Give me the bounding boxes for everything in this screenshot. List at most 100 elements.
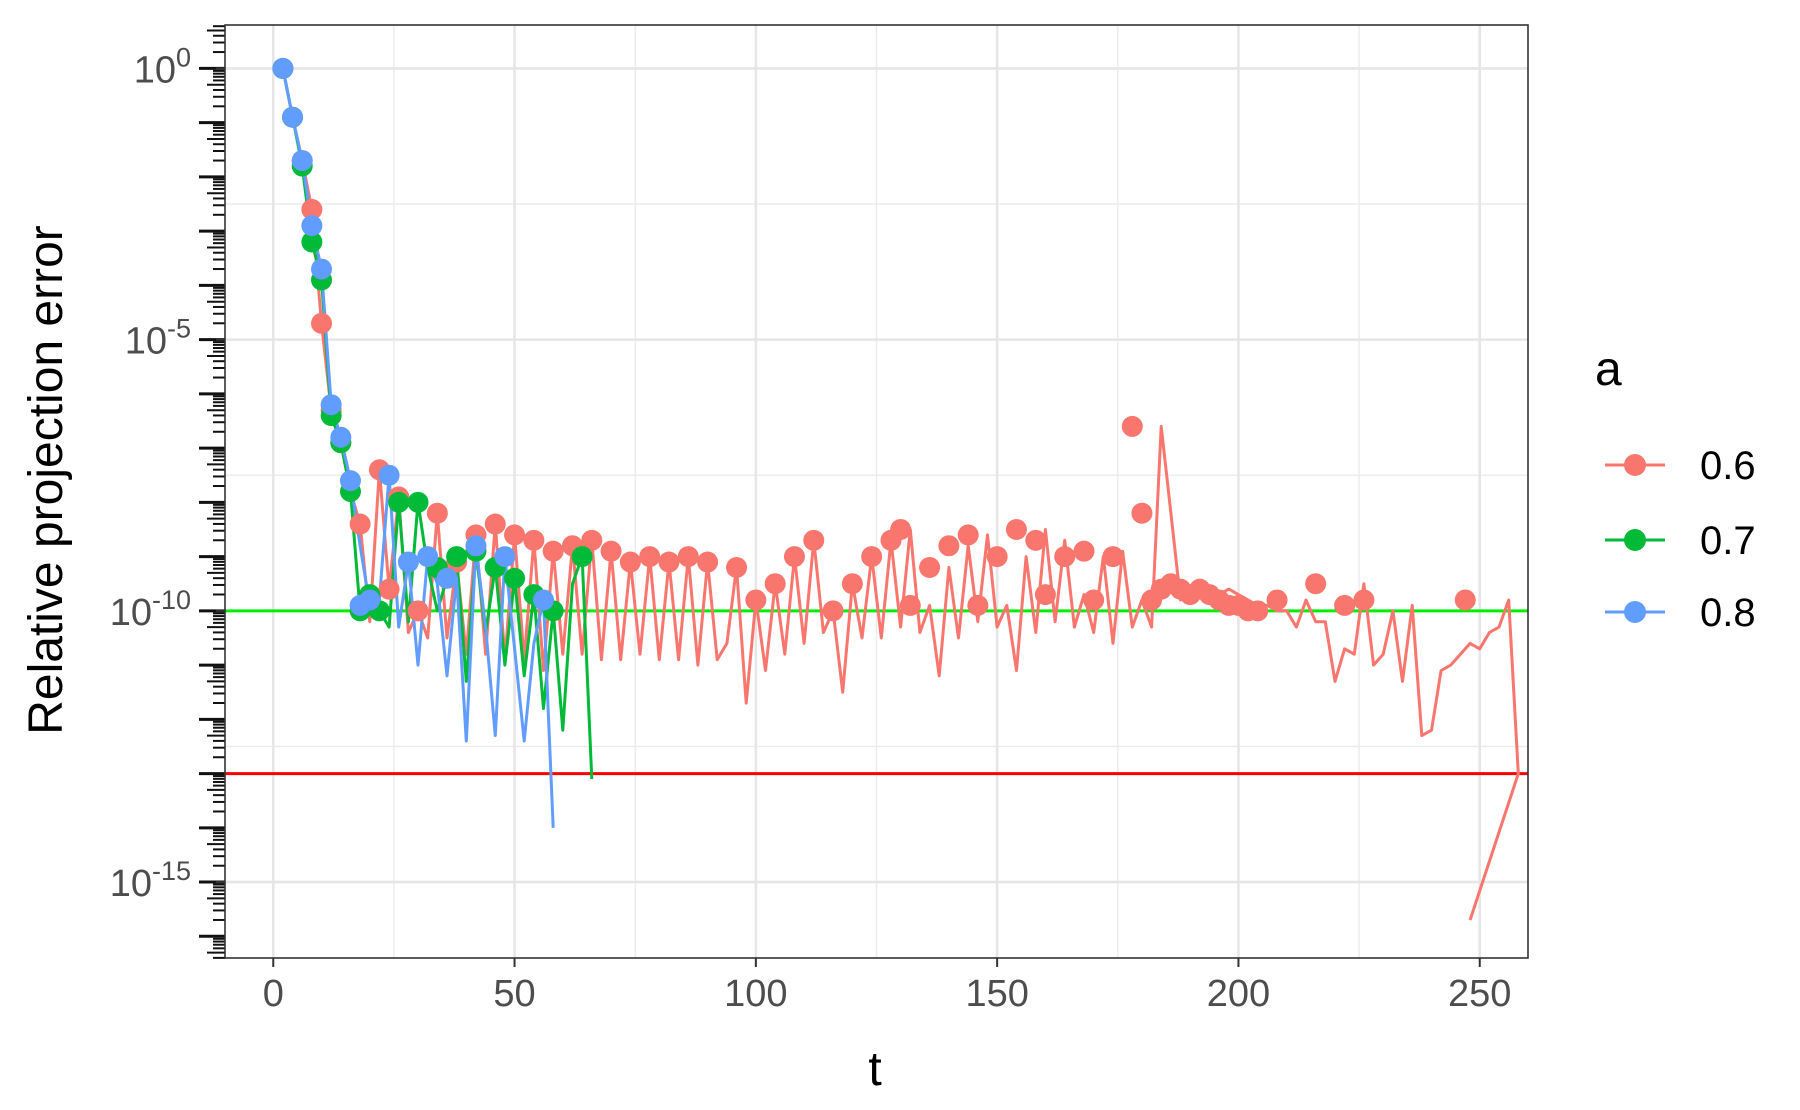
legend-item-0.8: 0.8 <box>1605 591 1756 635</box>
data-point-0.8 <box>359 589 381 611</box>
data-point-0.6 <box>1034 584 1056 606</box>
data-point-0.6 <box>1102 546 1124 568</box>
data-point-0.6 <box>1266 589 1288 611</box>
data-point-0.8 <box>417 546 439 568</box>
data-point-0.7 <box>301 231 323 253</box>
y-tick-label-exponent: -5 <box>167 314 191 344</box>
legend: a 0.6 0.7 0.8 <box>1595 343 1756 635</box>
legend-item-0.6: 0.6 <box>1605 444 1756 488</box>
series-line-0.6 <box>281 68 1520 921</box>
data-point-0.6 <box>619 551 641 573</box>
data-point-0.8 <box>436 567 458 589</box>
data-point-0.6 <box>899 594 921 616</box>
y-tick-label-base: 10 <box>110 863 152 905</box>
data-point-0.6 <box>890 518 912 540</box>
legend-key-point-0.7 <box>1624 529 1646 551</box>
data-point-0.8 <box>378 464 400 486</box>
y-tick-label-base: 10 <box>110 592 152 634</box>
legend-item-0.7: 0.7 <box>1605 519 1756 563</box>
y-tick-label-exponent: -10 <box>152 585 191 615</box>
y-tick-label: 10-15 <box>110 856 191 905</box>
y-tick-label: 10-10 <box>110 585 191 634</box>
x-tick-label: 200 <box>1207 973 1270 1015</box>
data-point-0.7 <box>446 546 468 568</box>
data-point-0.7 <box>571 546 593 568</box>
data-point-0.8 <box>291 150 313 172</box>
y-tick-label: 100 <box>134 42 191 91</box>
data-point-0.6 <box>1454 589 1476 611</box>
data-point-0.6 <box>658 551 680 573</box>
legend-key-point-0.6 <box>1624 454 1646 476</box>
data-point-0.7 <box>388 491 410 513</box>
y-tick-label-base: 10 <box>134 49 176 91</box>
legend-key-point-0.8 <box>1624 601 1646 623</box>
data-point-0.6 <box>581 529 603 551</box>
legend-title: a <box>1595 343 1622 396</box>
data-point-0.6 <box>426 502 448 524</box>
data-point-0.6 <box>378 578 400 600</box>
legend-label-0.8: 0.8 <box>1700 591 1756 635</box>
data-point-0.8 <box>330 426 352 448</box>
data-point-0.6 <box>407 600 429 622</box>
x-tick-label: 50 <box>493 973 535 1015</box>
legend-label-0.7: 0.7 <box>1700 519 1756 563</box>
data-point-0.6 <box>1131 502 1153 524</box>
data-point-0.6 <box>841 573 863 595</box>
data-point-0.7 <box>504 567 526 589</box>
y-axis-title: Relative projection error <box>20 225 73 735</box>
x-axis-title: t <box>868 1043 881 1096</box>
data-point-0.6 <box>967 594 989 616</box>
legend-label-0.6: 0.6 <box>1700 444 1756 488</box>
data-point-0.6 <box>1334 594 1356 616</box>
data-point-0.7 <box>407 491 429 513</box>
series-line-0.8 <box>281 68 555 828</box>
data-point-0.8 <box>320 394 342 416</box>
data-point-0.6 <box>803 529 825 551</box>
data-point-0.8 <box>465 535 487 557</box>
data-point-0.6 <box>504 524 526 546</box>
series-markers <box>272 57 1476 622</box>
data-point-0.8 <box>272 57 294 79</box>
data-point-0.6 <box>919 556 941 578</box>
data-point-0.6 <box>1025 529 1047 551</box>
data-point-0.6 <box>861 546 883 568</box>
data-point-0.6 <box>764 573 786 595</box>
x-tick-label: 0 <box>263 973 284 1015</box>
data-point-0.8 <box>282 106 304 128</box>
data-point-0.8 <box>397 551 419 573</box>
data-point-0.6 <box>822 600 844 622</box>
data-point-0.8 <box>494 546 516 568</box>
data-point-0.8 <box>301 215 323 237</box>
panel-border <box>224 24 1529 959</box>
data-point-0.8 <box>533 589 555 611</box>
data-point-0.6 <box>1247 600 1269 622</box>
y-tick-label-exponent: -15 <box>152 856 191 886</box>
data-point-0.8 <box>339 470 361 492</box>
y-tick-label-base: 10 <box>125 321 167 363</box>
data-point-0.6 <box>677 546 699 568</box>
data-point-0.6 <box>697 551 719 573</box>
x-tick-label: 150 <box>965 973 1028 1015</box>
data-point-0.6 <box>1121 415 1143 437</box>
data-point-0.6 <box>349 513 371 535</box>
data-point-0.6 <box>639 546 661 568</box>
x-tick-label: 100 <box>724 973 787 1015</box>
x-tick-label: 250 <box>1448 973 1511 1015</box>
data-point-0.6 <box>957 524 979 546</box>
data-point-0.6 <box>542 540 564 562</box>
data-point-0.6 <box>1005 518 1027 540</box>
data-point-0.6 <box>986 546 1008 568</box>
data-point-0.6 <box>311 312 333 334</box>
data-point-0.6 <box>726 556 748 578</box>
data-point-0.6 <box>1073 540 1095 562</box>
data-point-0.6 <box>1353 589 1375 611</box>
data-point-0.8 <box>311 258 333 280</box>
data-point-0.6 <box>600 540 622 562</box>
data-point-0.6 <box>783 546 805 568</box>
data-point-0.6 <box>745 589 767 611</box>
data-point-0.6 <box>484 513 506 535</box>
data-point-0.6 <box>301 198 323 220</box>
data-point-0.6 <box>938 535 960 557</box>
